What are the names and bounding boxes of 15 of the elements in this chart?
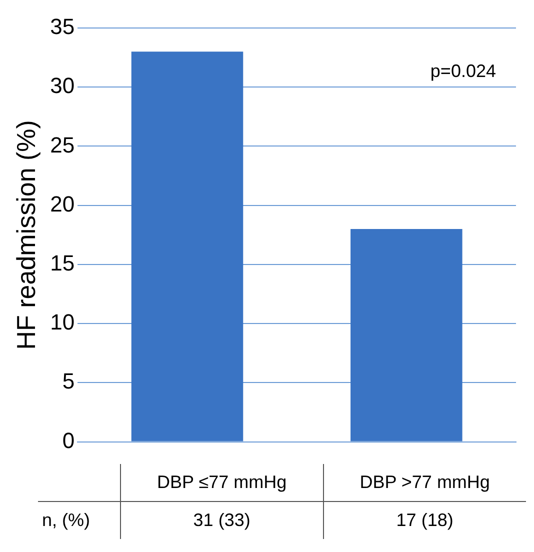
x-tick-label: DBP ≤77 mmHg [120, 464, 324, 502]
y-tick-label: 0 [62, 428, 75, 453]
y-tick-label: 20 [50, 191, 75, 216]
data-label: 17 (18) [323, 502, 526, 539]
text: n, (%) [41, 509, 92, 532]
x-tick-label: DBP >77 mmHg [323, 464, 526, 502]
y-tick-label: 30 [50, 73, 75, 98]
y-tick-label: 5 [62, 368, 75, 394]
data-label: 31 (33) [120, 502, 324, 539]
y-axis-title: HF readmission (%) [10, 120, 41, 350]
y-tick-label: 15 [50, 250, 75, 276]
y-tick-label: 35 [50, 14, 75, 40]
annotation: p=0.024 [430, 60, 496, 81]
y-tick-label: 10 [50, 310, 75, 335]
y-tick-label: 25 [50, 132, 75, 158]
